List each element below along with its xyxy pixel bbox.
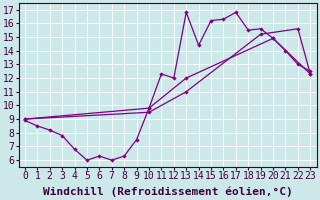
X-axis label: Windchill (Refroidissement éolien,°C): Windchill (Refroidissement éolien,°C): [43, 187, 292, 197]
